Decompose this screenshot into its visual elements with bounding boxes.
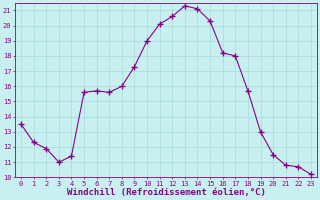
X-axis label: Windchill (Refroidissement éolien,°C): Windchill (Refroidissement éolien,°C) [67, 188, 265, 197]
